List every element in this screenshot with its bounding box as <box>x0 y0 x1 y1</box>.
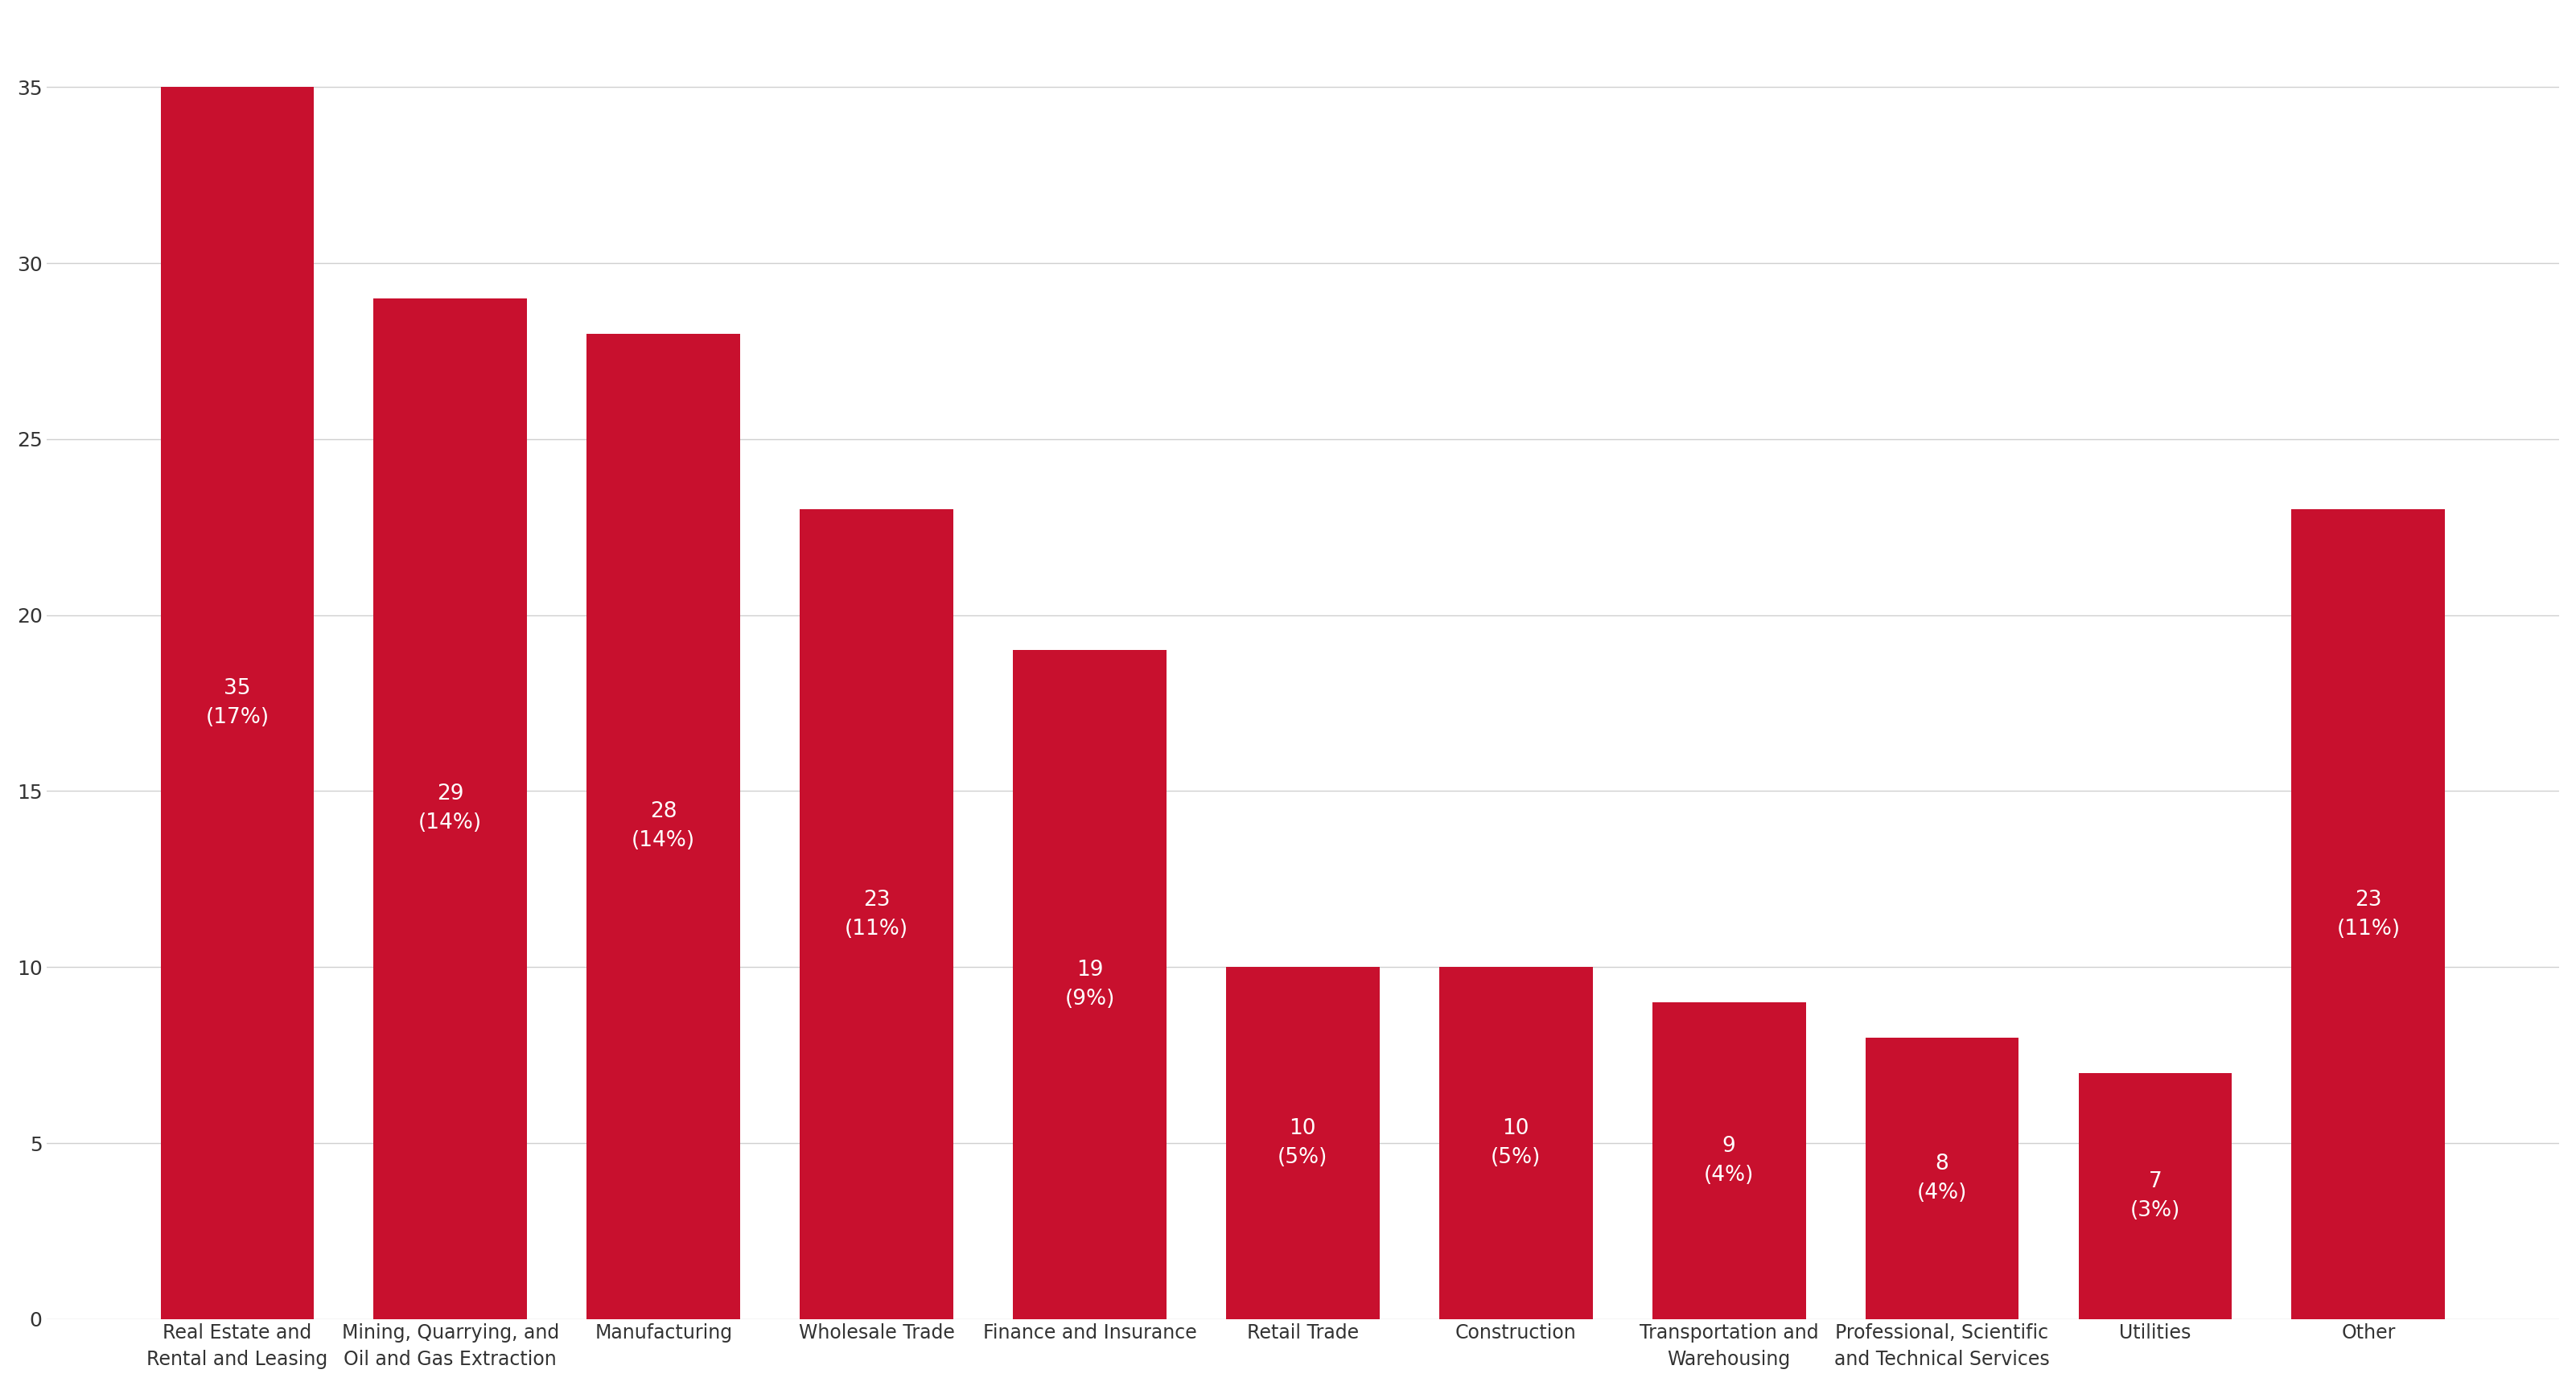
Bar <box>1012 650 1167 1319</box>
Text: 19
(9%): 19 (9%) <box>1064 959 1115 1009</box>
Bar <box>1865 1038 2020 1319</box>
Text: 9
(4%): 9 (4%) <box>1703 1135 1754 1185</box>
Text: 23
(11%): 23 (11%) <box>845 890 909 940</box>
Bar <box>1440 967 1592 1319</box>
Text: 10
(5%): 10 (5%) <box>1492 1119 1540 1168</box>
Bar <box>2293 510 2445 1319</box>
Bar <box>1651 1002 1806 1319</box>
Text: 8
(4%): 8 (4%) <box>1917 1153 1968 1203</box>
Text: 29
(14%): 29 (14%) <box>417 783 482 833</box>
Bar <box>374 298 528 1319</box>
Text: 10
(5%): 10 (5%) <box>1278 1119 1327 1168</box>
Bar <box>2079 1073 2231 1319</box>
Bar <box>801 510 953 1319</box>
Bar <box>1226 967 1381 1319</box>
Bar <box>587 334 739 1319</box>
Text: 23
(11%): 23 (11%) <box>2336 890 2401 940</box>
Text: 35
(17%): 35 (17%) <box>206 678 268 728</box>
Bar <box>160 87 314 1319</box>
Text: 28
(14%): 28 (14%) <box>631 801 696 851</box>
Text: 7
(3%): 7 (3%) <box>2130 1171 2179 1221</box>
